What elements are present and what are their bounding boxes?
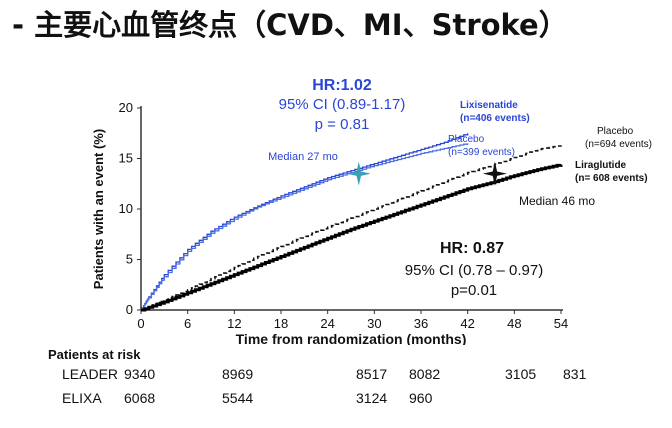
x-tick-label: 48 xyxy=(507,316,521,331)
y-tick-label: 0 xyxy=(126,302,133,317)
series-line-0 xyxy=(141,133,469,311)
risk-cell: 5544 xyxy=(222,390,254,406)
risk-cell: 3105 xyxy=(505,366,537,382)
risk-cell: 960 xyxy=(409,390,433,406)
risk-row-label: LEADER xyxy=(62,366,119,382)
series-label-sub: (n=399 events) xyxy=(448,147,515,158)
x-tick-label: 30 xyxy=(367,316,381,331)
series-line-2 xyxy=(141,145,562,311)
series-label-sub: (n=694 events) xyxy=(585,139,652,150)
leader-p: p=0.01 xyxy=(451,282,497,299)
series-label-name: Liraglutide xyxy=(575,160,627,171)
risk-cell: 6068 xyxy=(124,390,156,406)
risk-cell: 3124 xyxy=(356,390,388,406)
y-tick-label: 10 xyxy=(119,201,133,216)
elixa-ci: 95% CI (0.89-1.17) xyxy=(279,96,406,113)
series-label-name: Placebo xyxy=(597,126,634,137)
chart-series xyxy=(141,133,563,312)
leader-ci: 95% CI (0.78 – 0.97) xyxy=(405,262,543,279)
elixa-p: p = 0.81 xyxy=(315,116,370,133)
risk-cell: 831 xyxy=(563,366,587,382)
slide-title: - 主要心血管终点（CVD、MI、Stroke） xyxy=(12,8,568,42)
series-label-name: Lixisenatide xyxy=(460,100,518,111)
risk-table: LEADER 9340 8969 8517 8082 3105 831 ELIXA 6068 55… xyxy=(0,366,672,416)
series-label-name: Placebo xyxy=(448,134,485,145)
risk-cell: 8969 xyxy=(222,366,254,382)
series-label-sub: (n= 608 events) xyxy=(575,173,648,184)
x-tick-label: 54 xyxy=(554,316,568,331)
x-axis-title: Time from randomization (months) xyxy=(236,331,467,345)
x-tick-label: 6 xyxy=(184,316,191,331)
risk-table-header: Patients at risk xyxy=(48,347,141,362)
risk-cell: 8517 xyxy=(356,366,388,382)
elixa-median-star-icon xyxy=(346,161,371,186)
y-axis-title: Patients with an event (%) xyxy=(91,129,106,289)
series-line-1 xyxy=(141,143,469,311)
series-line-3 xyxy=(141,163,563,312)
x-tick-label: 36 xyxy=(414,316,428,331)
chart-labels: Lixisenatide (n=406 events) Placebo (n=399 … xyxy=(268,77,652,299)
elixa-hr: HR:1.02 xyxy=(312,77,372,94)
series-label-sub: (n=406 events) xyxy=(460,113,530,124)
x-tick-label: 0 xyxy=(137,316,144,331)
x-tick-label: 24 xyxy=(320,316,334,331)
x-tick-label: 18 xyxy=(274,316,288,331)
leader-hr: HR: 0.87 xyxy=(440,240,504,257)
y-tick-label: 5 xyxy=(126,252,133,267)
x-tick-label: 42 xyxy=(460,316,474,331)
risk-row-label: ELIXA xyxy=(62,390,102,406)
chart-axes: 0 6 12 18 24 30 36 42 48 54 0 5 10 15 20 Time from rand… xyxy=(91,100,568,345)
risk-cell: 9340 xyxy=(124,366,156,382)
km-chart: 0 6 12 18 24 30 36 42 48 54 0 5 10 15 20 Time from rand… xyxy=(91,77,652,345)
leader-median-star-icon xyxy=(482,161,507,186)
y-tick-label: 20 xyxy=(119,100,133,115)
y-tick-label: 15 xyxy=(119,151,133,166)
elixa-median: Median 27 mo xyxy=(268,151,338,163)
leader-median: Median 46 mo xyxy=(519,194,595,208)
x-tick-label: 12 xyxy=(227,316,241,331)
risk-cell: 8082 xyxy=(409,366,441,382)
